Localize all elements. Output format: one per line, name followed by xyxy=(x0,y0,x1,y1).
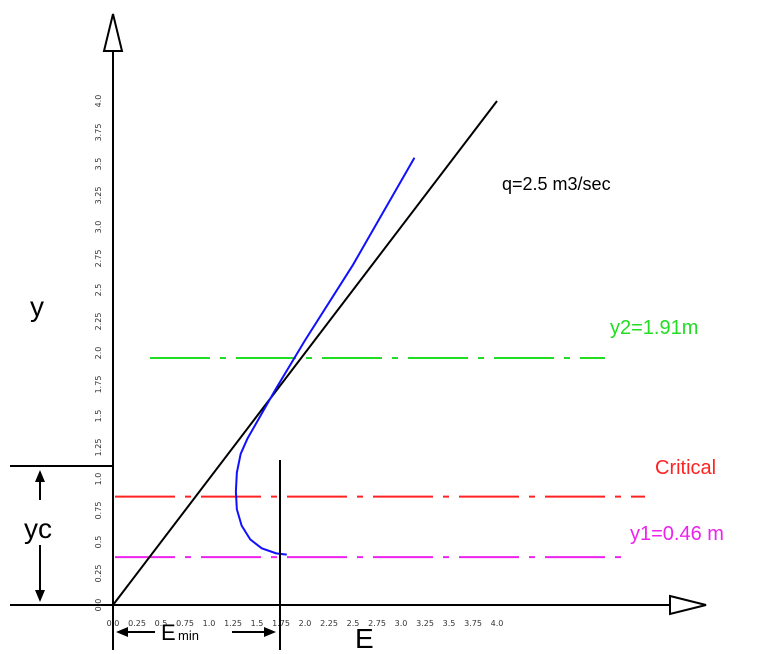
x-tick-label: 4.0 xyxy=(491,619,504,628)
x-tick-label: 0.5 xyxy=(155,619,168,628)
critical-label: Critical xyxy=(655,457,716,479)
x-tick-label: 3.0 xyxy=(395,619,408,628)
y-tick-label: 2.25 xyxy=(94,313,103,331)
y-tick-label: 2.75 xyxy=(94,250,103,268)
arrow-up-icon xyxy=(102,13,124,52)
y-tick-label: 0.5 xyxy=(94,536,103,549)
y1-label: y1=0.46 m xyxy=(630,523,724,545)
y-tick-labels: 0.0 0.25 0.5 0.75 1.0 1.25 1.5 1.75 2.0 2.25 2.5 2.… xyxy=(94,95,103,612)
x-tick-label: 2.75 xyxy=(368,619,386,628)
y-tick-label: 1.75 xyxy=(94,376,103,394)
specific-energy-curve xyxy=(234,157,416,556)
x-tick-label: 0.25 xyxy=(128,619,146,628)
y-tick-label: 2.0 xyxy=(94,347,103,360)
yc-arrow-down-icon xyxy=(35,590,45,602)
x-tick-label: 2.25 xyxy=(320,619,338,628)
reference-line xyxy=(112,100,498,606)
y-tick-label: 0.75 xyxy=(94,502,103,520)
x-tick-label: 1.0 xyxy=(203,619,216,628)
yc-label: yc xyxy=(24,513,52,544)
emin-label-main: E xyxy=(161,620,176,645)
emin-label-sub: min xyxy=(178,628,199,643)
x-tick-label: 1.25 xyxy=(224,619,242,628)
y-tick-label: 3.25 xyxy=(94,187,103,205)
y-tick-label: 0.25 xyxy=(94,565,103,583)
y-tick-label: 1.0 xyxy=(94,473,103,486)
y2-label: y2=1.91m xyxy=(610,317,698,339)
curve-label: q=2.5 m3/sec xyxy=(502,174,611,194)
y-tick-label: 3.5 xyxy=(94,158,103,171)
x-tick-label: 2.0 xyxy=(299,619,312,628)
y-tick-label: 3.0 xyxy=(94,221,103,234)
y-tick-label: 0.0 xyxy=(94,599,103,612)
arrow-right-icon xyxy=(669,594,707,616)
x-axis-label: E xyxy=(355,623,374,654)
y-axis-label: y xyxy=(30,291,44,322)
x-tick-label: 3.75 xyxy=(464,619,482,628)
x-tick-label: 0.75 xyxy=(176,619,194,628)
y-tick-label: 2.5 xyxy=(94,284,103,297)
horizontal-lines xyxy=(115,357,645,559)
y-tick-label: 4.0 xyxy=(94,95,103,108)
x-tick-label: 3.25 xyxy=(416,619,434,628)
y-tick-label: 1.5 xyxy=(94,410,103,423)
x-tick-label: 2.5 xyxy=(347,619,360,628)
x-tick-label: 3.5 xyxy=(443,619,456,628)
yc-arrow-up-icon xyxy=(35,470,45,482)
emin-arrow-right-icon xyxy=(264,627,276,637)
x-tick-label: 1.5 xyxy=(251,619,264,628)
y-tick-label: 1.25 xyxy=(94,439,103,457)
y-tick-label: 3.75 xyxy=(94,124,103,142)
emin-arrow-left-icon xyxy=(116,627,128,637)
